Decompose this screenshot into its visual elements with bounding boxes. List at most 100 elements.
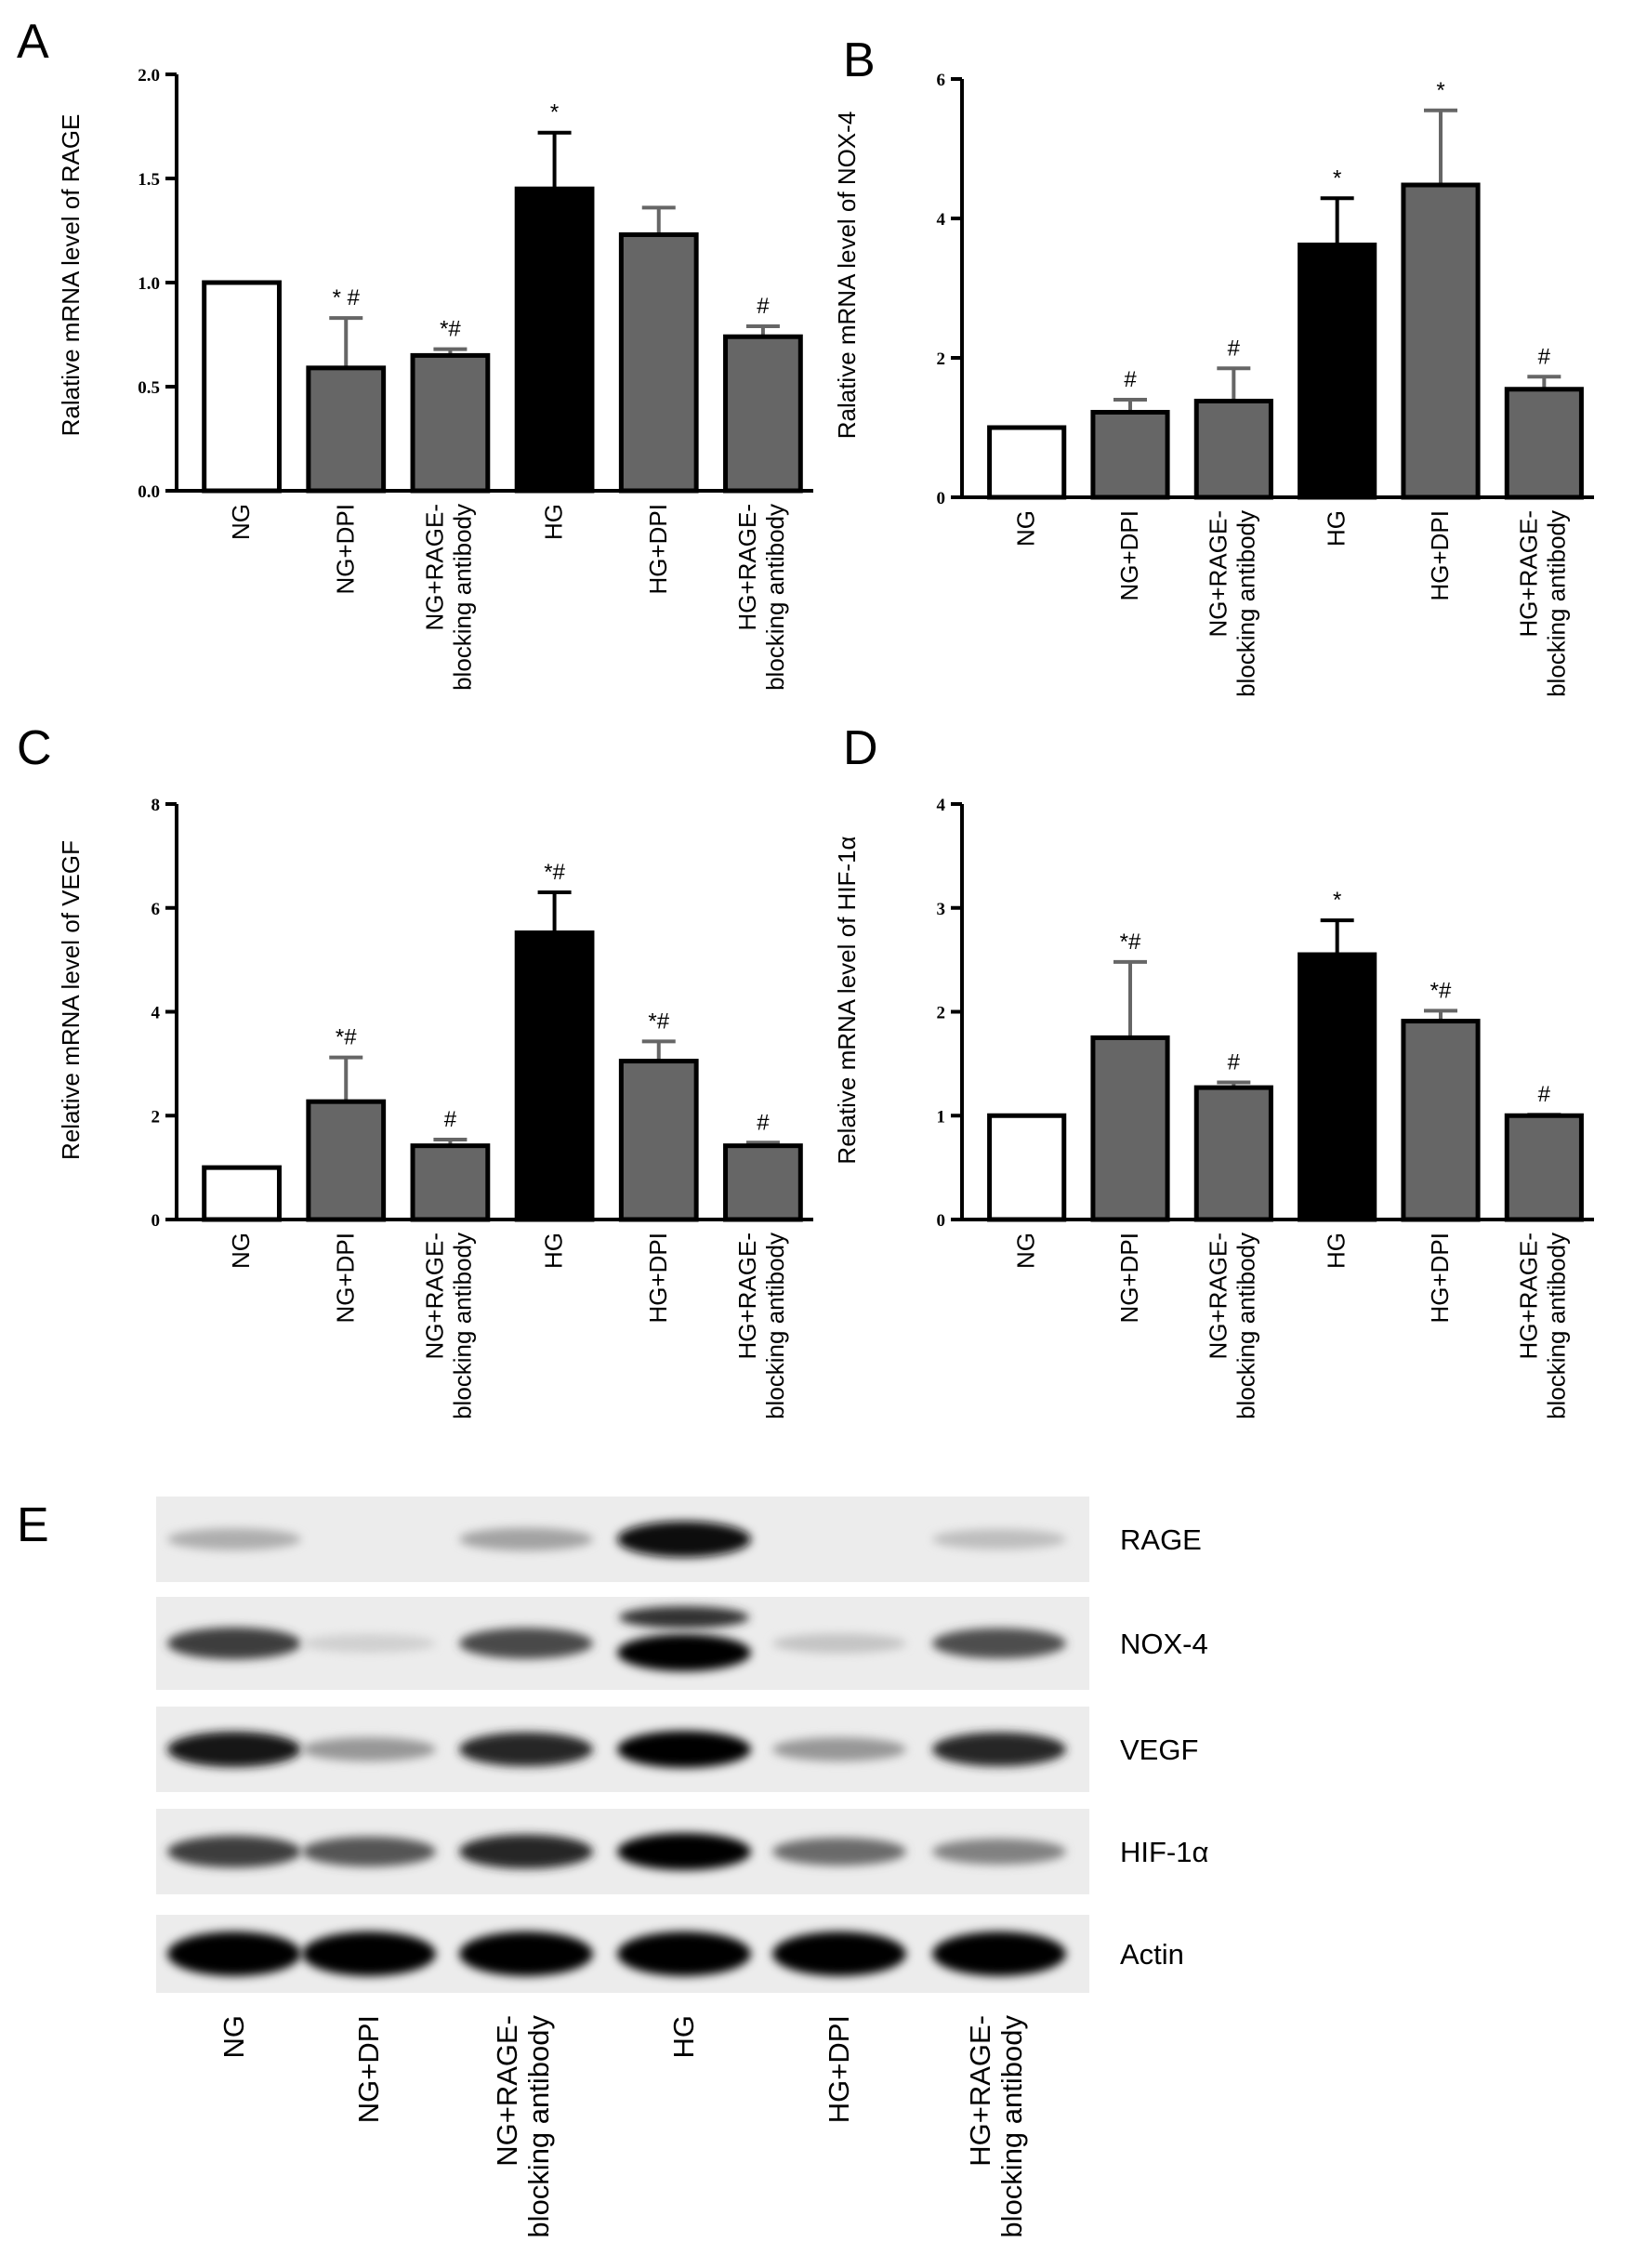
x-category-label: HG+DPI xyxy=(644,504,672,595)
x-category-label-line: NG+RAGE- xyxy=(420,1233,448,1360)
x-category-label-line: HG+RAGE- xyxy=(733,504,761,631)
x-category-label: HG+RAGE-blocking antibody xyxy=(1514,510,1570,697)
x-category-label-line: NG+RAGE- xyxy=(1204,1233,1232,1360)
bar xyxy=(618,231,699,494)
x-category-label-line: NG xyxy=(1012,510,1040,547)
blot-band xyxy=(459,1527,593,1551)
blot-band xyxy=(617,1932,751,1976)
x-category-label: NG+RAGE-blocking antibody xyxy=(420,1233,476,1419)
y-tick-label: 4 xyxy=(152,1004,161,1023)
x-category-label: NG xyxy=(1012,510,1040,547)
y-axis-label: Ralative mRNA level of RAGE xyxy=(57,114,85,437)
western-blot: E RAGE NOX-4 VEGF HIF-1α Actin NG NG+DPI NG+RAG… xyxy=(17,1497,1209,2238)
blot-lane-label: HG+DPI xyxy=(823,2015,855,2123)
bar xyxy=(1298,243,1377,500)
bar xyxy=(202,280,282,494)
bar xyxy=(1193,1085,1273,1222)
blot-lane-label-line: HG xyxy=(667,2015,700,2059)
blot-lane-label-line: NG+RAGE- xyxy=(491,2015,523,2167)
significance-label: * # xyxy=(333,285,361,310)
x-category-label-line: blocking antibody xyxy=(761,504,789,691)
x-category-label: HG xyxy=(1323,1233,1351,1269)
y-axis-label: Ralative mRNA level of NOX-4 xyxy=(833,112,861,440)
x-category-label-line: NG+RAGE- xyxy=(420,504,448,631)
x-category-label: HG xyxy=(1323,510,1351,547)
bar xyxy=(202,1165,282,1222)
blot-lane-label: HG+RAGE-blocking antibody xyxy=(964,2015,1028,2238)
x-category-label-line: blocking antibody xyxy=(1542,510,1570,697)
x-category-label-line: blocking antibody xyxy=(448,1233,476,1419)
x-category-label: NG xyxy=(227,1233,255,1269)
x-category-label-line: HG+RAGE- xyxy=(1514,1233,1542,1360)
x-category-label-line: HG+DPI xyxy=(644,1233,672,1324)
y-axis-label: Relative mRNA level of HIF-1α xyxy=(833,836,861,1164)
blot-band xyxy=(772,1737,906,1761)
x-category-label: NG xyxy=(1012,1233,1040,1269)
y-tick-label: 6 xyxy=(937,71,946,90)
y-tick-label: 8 xyxy=(152,796,161,815)
blot-band xyxy=(459,1834,593,1869)
blot-lane-label-line: blocking antibody xyxy=(522,2015,555,2238)
bar-chart-hif1a: D Relative mRNA level of HIF-1α 0 1 2 3 4 NG *… xyxy=(833,721,1594,1419)
x-category-label-line: NG+DPI xyxy=(331,504,359,595)
y-tick-label: 1.0 xyxy=(138,274,160,294)
x-category-label-line: NG xyxy=(227,1233,255,1269)
blot-band xyxy=(167,1731,301,1768)
y-tick-label: 4 xyxy=(937,796,946,815)
x-category-label: NG+RAGE-blocking antibody xyxy=(1204,1233,1259,1419)
blot-protein-label: HIF-1α xyxy=(1120,1836,1209,1868)
bar xyxy=(1090,410,1170,500)
panel-letter-a: A xyxy=(17,15,49,69)
panel-letter-b: B xyxy=(843,33,876,87)
bar-chart-rage: A Ralative mRNA level of RAGE 0.0 0.5 1.0 1… xyxy=(17,15,813,691)
y-tick-label: 0.0 xyxy=(138,482,160,502)
bar xyxy=(1504,387,1584,500)
blot-band xyxy=(459,1932,593,1976)
x-category-label-line: NG+DPI xyxy=(331,1233,359,1324)
bar xyxy=(306,365,387,494)
blot-lane-label-line: blocking antibody xyxy=(995,2015,1028,2238)
significance-label: *# xyxy=(440,317,461,342)
panel-letter-d: D xyxy=(843,721,878,775)
y-tick-label: 0 xyxy=(937,1211,946,1231)
blot-protein-label: VEGF xyxy=(1120,1734,1198,1766)
bar xyxy=(514,186,595,494)
x-category-label: HG+DPI xyxy=(1426,510,1454,601)
y-tick-label: 4 xyxy=(937,210,946,230)
significance-label: *# xyxy=(648,1009,669,1034)
bar-chart-vegf: C Relative mRNA level of VEGF 0 2 4 6 8 NG *# N… xyxy=(17,721,813,1419)
blot-band xyxy=(167,1932,301,1976)
x-category-label-line: HG+RAGE- xyxy=(1514,510,1542,638)
bar xyxy=(987,1113,1067,1222)
significance-label: *# xyxy=(1120,930,1141,955)
significance-label: * xyxy=(1333,165,1341,191)
bar xyxy=(1090,1035,1170,1222)
x-category-label-line: NG xyxy=(1012,1233,1040,1269)
blot-lane-label: NG xyxy=(217,2015,250,2059)
y-tick-label: 1.5 xyxy=(138,170,160,190)
x-category-label: HG+DPI xyxy=(644,1233,672,1324)
x-category-label-line: HG xyxy=(540,504,568,540)
significance-label: # xyxy=(1538,1082,1551,1107)
blot-band xyxy=(167,1627,301,1660)
significance-label: *# xyxy=(1430,978,1452,1003)
blot-lane-label: NG+DPI xyxy=(352,2015,385,2123)
y-axis-label: Relative mRNA level of VEGF xyxy=(57,840,85,1160)
y-tick-label: 2 xyxy=(937,349,946,369)
blot-band xyxy=(617,1731,751,1768)
blot-band xyxy=(302,1836,436,1867)
x-category-label-line: NG+RAGE- xyxy=(1204,510,1232,638)
blot-band xyxy=(617,1634,751,1671)
blot-band xyxy=(932,1628,1066,1659)
blot-band-upper xyxy=(619,1606,749,1628)
x-category-label: HG+RAGE-blocking antibody xyxy=(733,1233,789,1419)
y-tick-label: 2 xyxy=(152,1107,161,1127)
y-tick-label: 0 xyxy=(937,489,946,508)
blot-lane-label-line: NG xyxy=(217,2015,250,2059)
blot-protein-label: RAGE xyxy=(1120,1523,1202,1556)
bar xyxy=(1401,182,1481,500)
x-category-label-line: HG+DPI xyxy=(644,504,672,595)
significance-label: * xyxy=(550,100,559,125)
blot-band xyxy=(617,1833,751,1870)
blot-band xyxy=(932,1932,1066,1976)
